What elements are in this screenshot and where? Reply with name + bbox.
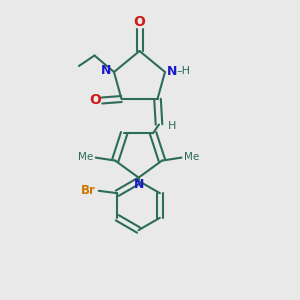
Text: N: N: [101, 64, 112, 77]
Text: –H: –H: [176, 66, 190, 76]
Text: N: N: [167, 64, 177, 78]
Text: O: O: [89, 94, 101, 107]
Text: Me: Me: [78, 152, 93, 162]
Text: H: H: [167, 121, 176, 131]
Text: Br: Br: [81, 184, 96, 197]
Text: Me: Me: [184, 152, 199, 162]
Text: O: O: [134, 15, 146, 29]
Text: N: N: [134, 178, 144, 191]
